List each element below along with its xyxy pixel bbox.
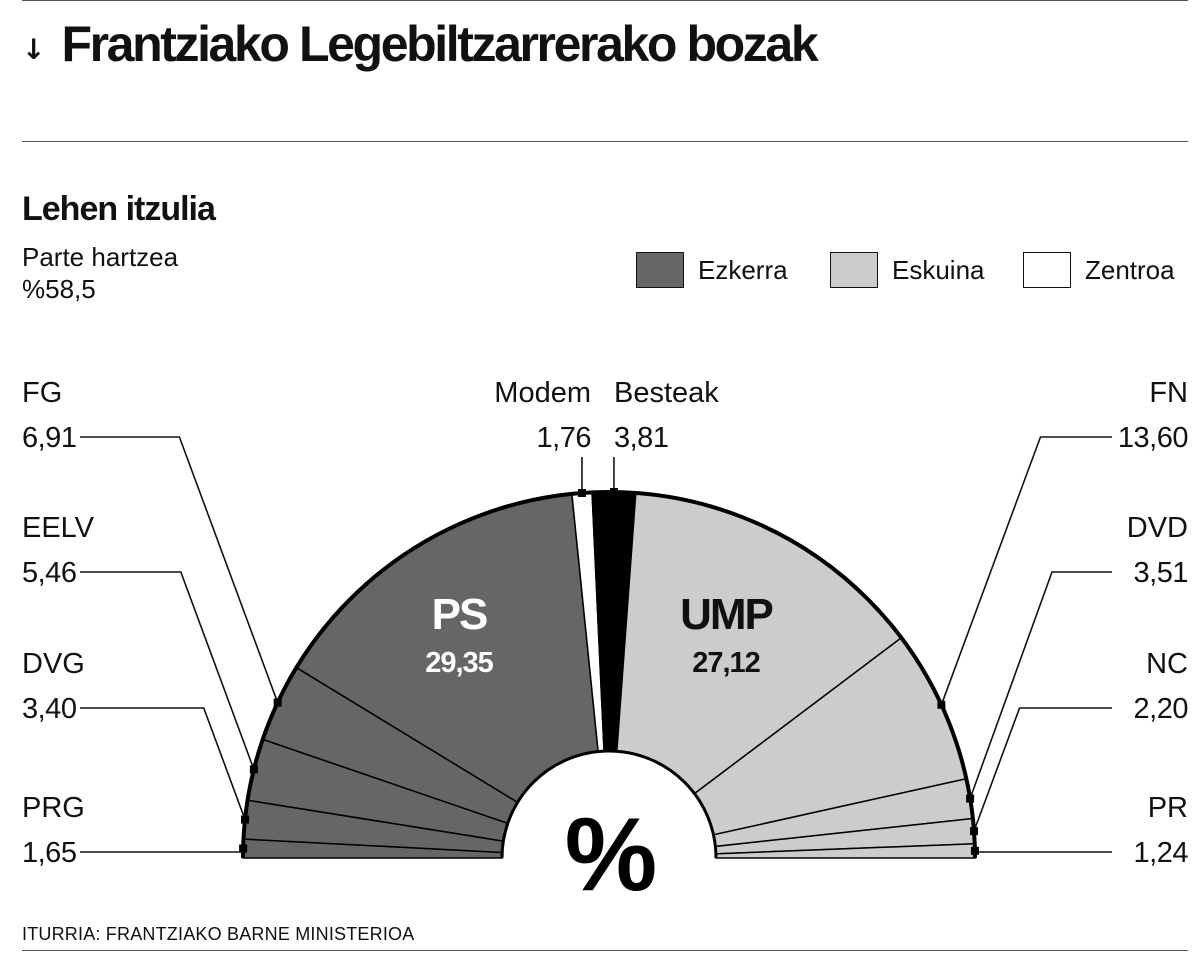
label-name-nc: NC <box>1146 648 1188 680</box>
legend-item-eskuina: Eskuina <box>830 251 985 289</box>
callout-dvg <box>80 707 246 820</box>
legend-swatch-ezkerra <box>636 252 684 288</box>
label-name-eelv: EELV <box>22 512 95 544</box>
callout-marker-modem <box>577 489 586 498</box>
title-divider <box>22 141 1188 142</box>
top-rule <box>22 0 1188 1</box>
label-name-dvg: DVG <box>22 648 85 680</box>
chart-subtitle: Lehen itzulia <box>22 190 216 228</box>
label-value-fn: 13,60 <box>1118 422 1188 454</box>
source-note: ITURRIA: FRANTZIAKO BARNE MINISTERIOA <box>22 924 415 944</box>
callout-prg <box>80 848 246 853</box>
title-row: ↓ Frantziako Legebiltzarrerako bozak <box>22 14 819 74</box>
callout-nc <box>973 707 1112 832</box>
callout-marker-dvd <box>966 794 975 803</box>
legend-swatch-eskuina <box>830 252 878 288</box>
label-value-ump: 27,12 <box>692 647 760 679</box>
label-value-dvd: 3,51 <box>1134 557 1188 589</box>
label-name-prg: PRG <box>22 792 85 824</box>
label-value-ps: 29,35 <box>425 647 493 679</box>
turnout-label: Parte hartzea <box>22 242 179 272</box>
label-value-fg: 6,91 <box>22 422 76 454</box>
label-value-nc: 2,20 <box>1134 693 1188 725</box>
legend-label: Ezkerra <box>698 254 788 285</box>
callout-marker-pr <box>970 846 979 855</box>
legend-label: Zentroa <box>1085 254 1175 285</box>
callout-fn <box>940 436 1112 706</box>
legend-item-ezkerra: Ezkerra <box>636 251 788 289</box>
label-value-modem: 1,76 <box>537 422 591 454</box>
callout-marker-fn <box>937 700 946 709</box>
inner-arc <box>500 749 718 859</box>
label-name-modem: Modem <box>494 377 591 409</box>
callouts-layer <box>80 436 1112 855</box>
label-value-dvg: 3,40 <box>22 693 76 725</box>
callout-dvd <box>969 571 1112 799</box>
down-arrow-icon: ↓ <box>22 32 46 66</box>
turnout-value: %58,5 <box>22 274 96 304</box>
label-value-eelv: 5,46 <box>22 557 76 589</box>
bottom-rule <box>22 950 1188 951</box>
hemicycle-outline <box>241 490 977 859</box>
callout-fg <box>80 436 279 703</box>
legend-label: Eskuina <box>892 254 985 285</box>
callout-marker-dvg <box>241 815 250 824</box>
label-value-besteak: 3,81 <box>614 422 668 454</box>
legend-swatch-zentroa <box>1023 252 1071 288</box>
callout-marker-nc <box>970 827 979 836</box>
label-value-pr: 1,24 <box>1134 837 1189 869</box>
callout-marker-fg <box>273 698 282 707</box>
percent-symbol: % <box>565 797 655 913</box>
label-name-pr: PR <box>1148 792 1188 824</box>
labels-layer: PS 29,35 UMP 27,12 PRG 1,65 DVG 3,40 EELV 5,46 FG 6… <box>22 377 1189 869</box>
callout-eelv <box>80 571 255 770</box>
label-name-besteak: Besteak <box>614 377 719 409</box>
label-name-dvd: DVD <box>1127 512 1188 544</box>
legend-item-zentroa: Zentroa <box>1023 251 1175 289</box>
callout-marker-eelv <box>249 765 258 774</box>
callout-marker-besteak <box>609 488 618 497</box>
label-name-ps: PS <box>432 590 487 639</box>
chart-title: Frantziako Legebiltzarrerako bozak <box>61 16 818 72</box>
callout-pr <box>973 850 1112 853</box>
label-name-ump: UMP <box>680 590 772 639</box>
label-value-prg: 1,65 <box>22 837 76 869</box>
label-name-fn: FN <box>1149 377 1188 409</box>
callout-marker-prg <box>239 844 248 853</box>
label-name-fg: FG <box>22 377 62 409</box>
